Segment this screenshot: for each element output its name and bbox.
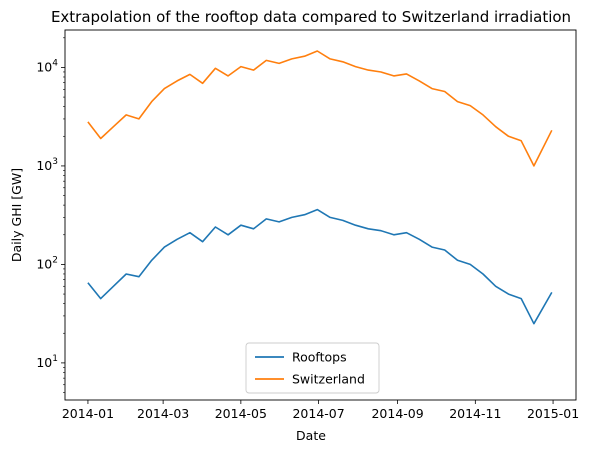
- y-tick-label: 103: [36, 157, 58, 173]
- y-axis: 101 102 103 104: [36, 37, 65, 393]
- y-axis-label: Daily GHI [GW]: [9, 168, 24, 262]
- legend-label-rooftops: Rooftops: [292, 350, 347, 365]
- x-tick-label: 2014-05: [215, 406, 267, 421]
- x-tick-label: 2014-03: [137, 406, 189, 421]
- legend: Rooftops Switzerland: [245, 342, 380, 394]
- chart-title: Extrapolation of the rooftop data compar…: [51, 8, 571, 26]
- series-line-switzerland: [87, 50, 553, 167]
- y-tick-label: 102: [36, 255, 58, 271]
- legend-label-switzerland: Switzerland: [292, 372, 365, 387]
- x-tick-label: 2014-09: [371, 406, 423, 421]
- x-tick-label: 2014-01: [62, 406, 114, 421]
- x-tick-label: 2015-01: [527, 406, 579, 421]
- legend-box: [245, 342, 380, 394]
- series-line-rooftops: [87, 208, 553, 325]
- x-axis-label: Date: [296, 428, 326, 443]
- y-tick-label: 104: [36, 58, 58, 74]
- y-tick-label: 101: [36, 354, 58, 370]
- x-axis: 2014-01 2014-03 2014-05 2014-07 2014-09 2014-…: [62, 400, 579, 421]
- x-tick-label: 2014-07: [292, 406, 344, 421]
- plot-area: [64, 29, 577, 401]
- plot-frame: [64, 29, 577, 401]
- x-tick-label: 2014-11: [449, 406, 501, 421]
